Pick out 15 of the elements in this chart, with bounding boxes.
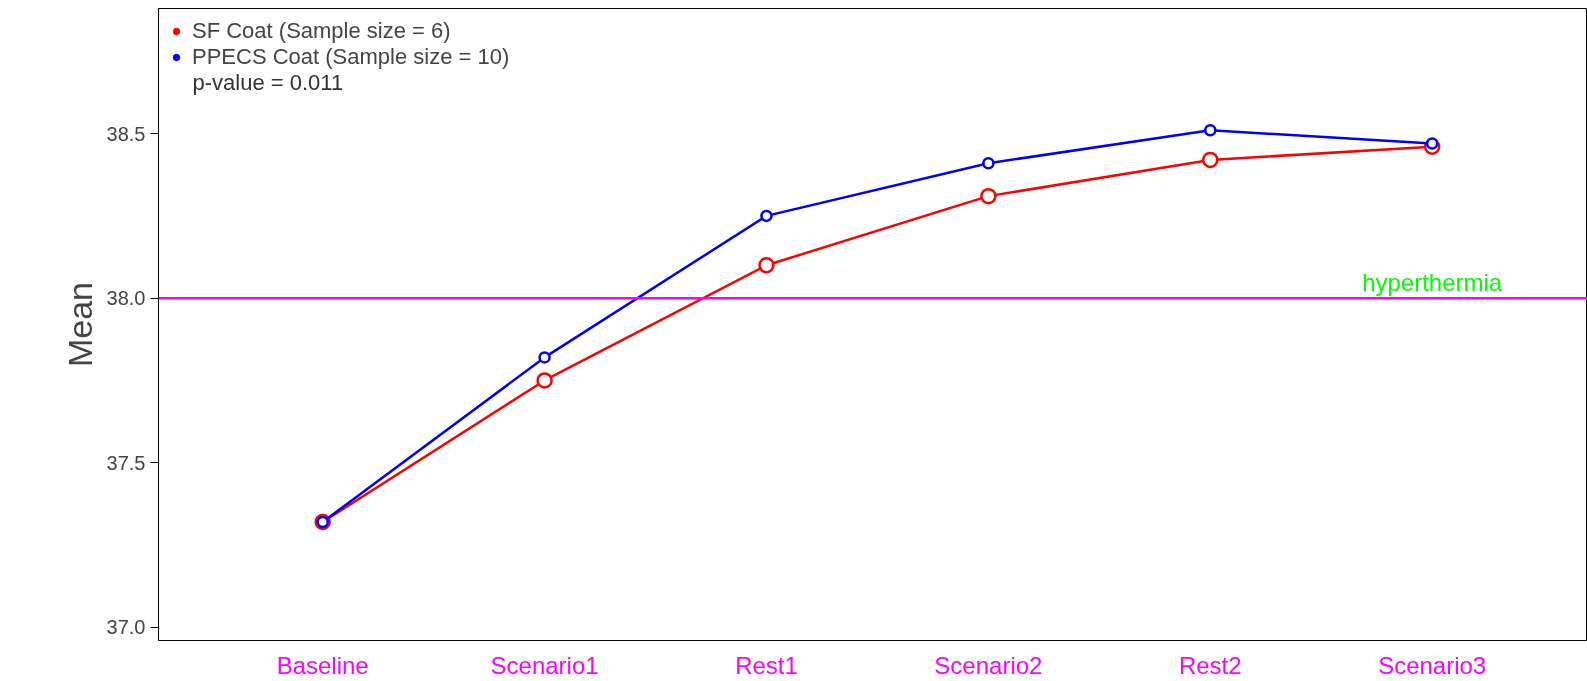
annotation: p-value = 0.011 <box>192 70 344 95</box>
y-tick-label: 37.5 <box>106 451 146 474</box>
x-tick-label: Rest2 <box>1178 651 1242 679</box>
x-tick-label: Scenario3 <box>1378 651 1487 679</box>
legend-label: SF Coat (Sample size = 6) <box>192 18 451 44</box>
x-tick-label: Scenario1 <box>490 651 599 679</box>
y-tick-label: 37.0 <box>106 616 146 639</box>
x-tick-label: Scenario2 <box>934 651 1043 679</box>
x-tick-label: Baseline <box>276 651 369 679</box>
legend-label: PPECS Coat (Sample size = 10) <box>192 44 510 70</box>
y-tick-label: 38.0 <box>106 287 146 310</box>
y-tick-label: 38.5 <box>106 122 146 145</box>
y-axis-title: Mean <box>60 281 99 368</box>
x-tick-label: Rest1 <box>735 651 798 679</box>
ref-line-label: hyperthermia <box>1362 269 1503 297</box>
